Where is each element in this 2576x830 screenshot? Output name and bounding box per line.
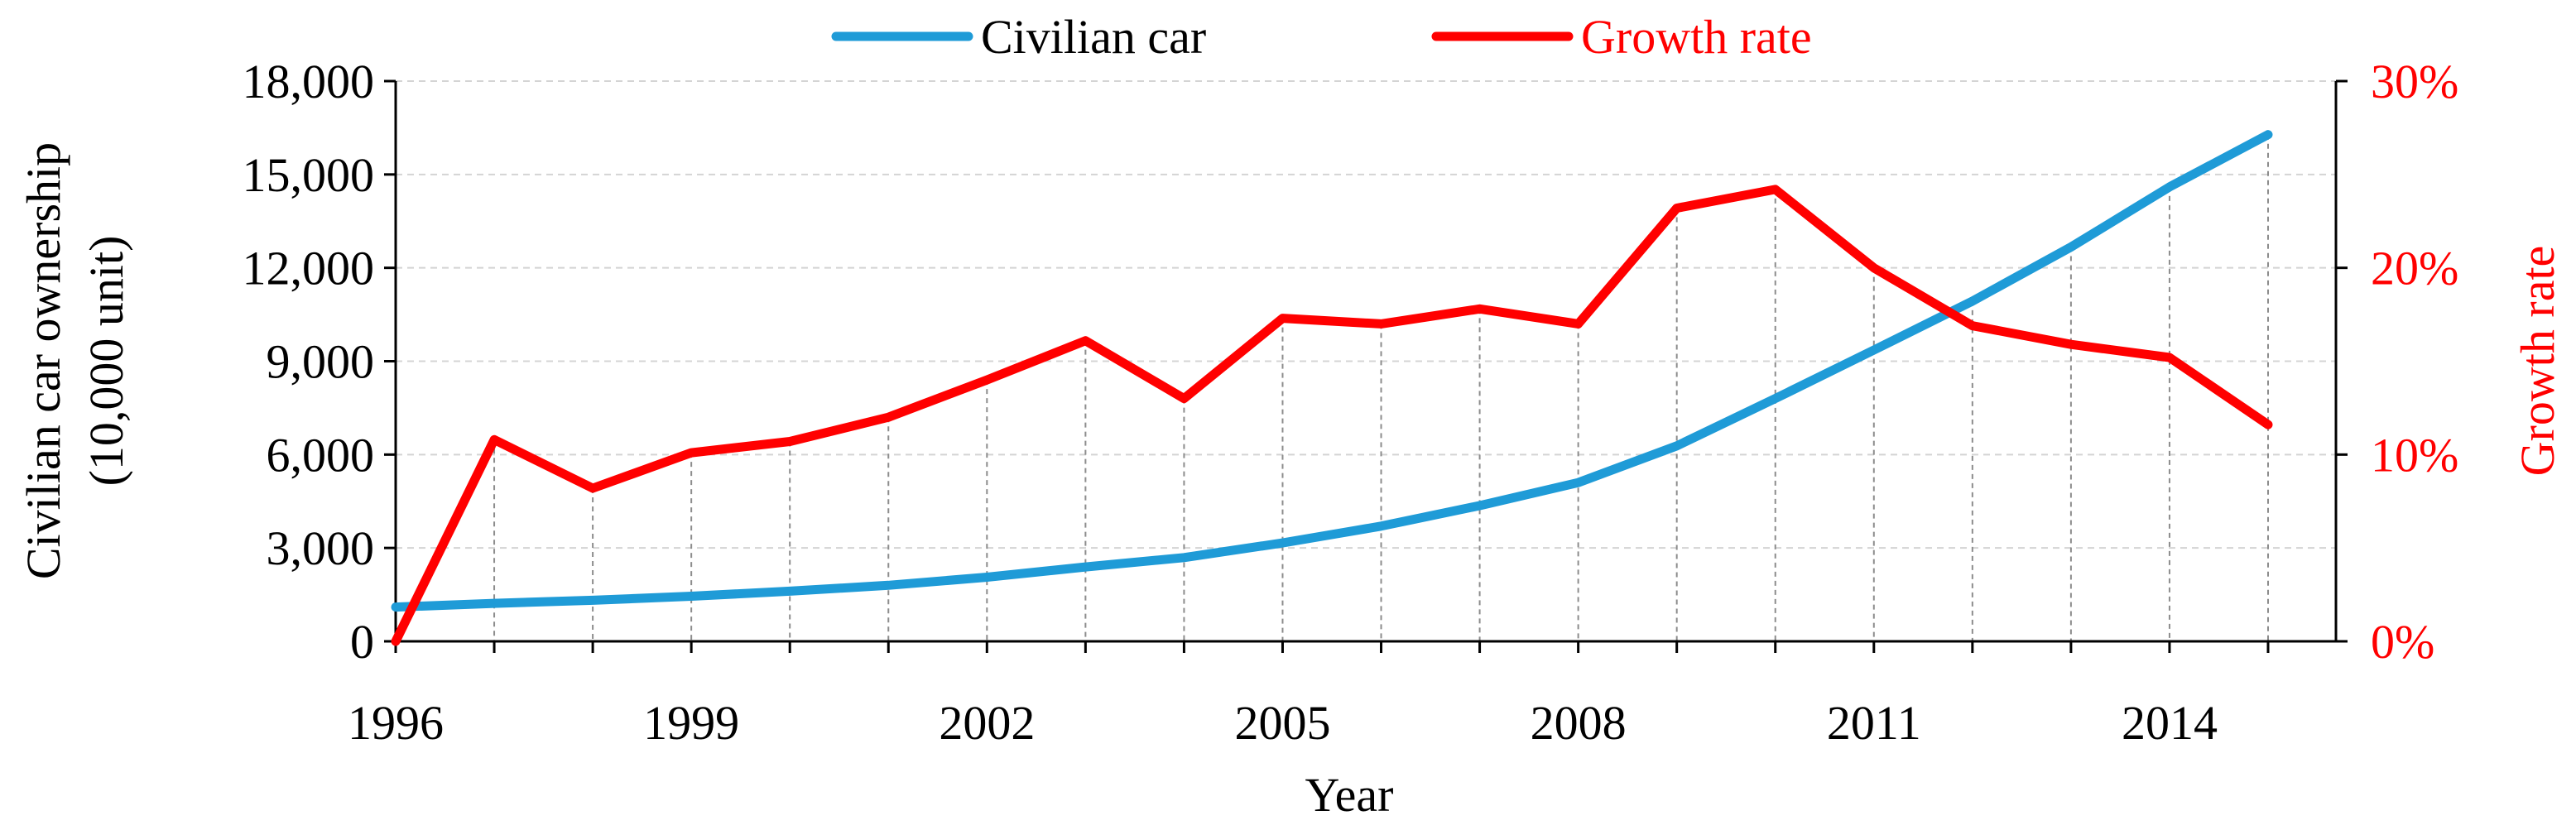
data-point-civilian-car <box>1381 525 1382 527</box>
x-ticks: 1996 1999 2002 2005 2008 2011 2014 <box>348 641 2270 750</box>
legend-label-civilian-car: Civilian car <box>981 10 1206 64</box>
data-point-civilian-car <box>1281 542 1283 544</box>
left-y-tick-label: 0 <box>350 615 374 669</box>
data-point-growth-rate <box>592 487 594 489</box>
data-point-civilian-car <box>1183 557 1185 559</box>
x-tick-label: 2011 <box>1827 696 1921 750</box>
data-point-civilian-car <box>690 595 692 597</box>
legend: Civilian car Growth rate <box>831 10 1812 64</box>
left-y-tick-label: 15,000 <box>243 148 375 202</box>
x-tick-label: 2002 <box>939 696 1035 750</box>
data-point-civilian-car <box>1775 398 1776 400</box>
gridlines <box>396 80 2336 549</box>
right-y-axis-label: Growth rate <box>2511 246 2564 477</box>
right-y-ticks: 0% 10% 20% 30% <box>2336 55 2458 669</box>
drop-lines <box>493 134 2269 641</box>
data-point-civilian-car <box>1972 300 1973 302</box>
series-points <box>395 134 2269 642</box>
x-tick-label: 1996 <box>348 696 444 750</box>
x-tick-label: 2005 <box>1234 696 1330 750</box>
right-y-tick-label: 10% <box>2371 428 2458 482</box>
data-point-civilian-car <box>1084 566 1086 568</box>
series-line-civilian-car <box>391 130 2273 612</box>
left-y-tick-label: 18,000 <box>243 55 375 108</box>
data-point-growth-rate <box>789 441 791 443</box>
left-y-tick-label: 3,000 <box>267 521 375 575</box>
left-y-ticks: 0 3,000 6,000 9,000 12,000 15,000 18,000 <box>243 55 396 669</box>
right-y-tick-label: 30% <box>2371 55 2458 108</box>
right-y-tick-label: 0% <box>2371 615 2434 669</box>
series-line-growth-rate <box>391 185 2273 646</box>
data-point-growth-rate <box>1676 207 1678 209</box>
data-point-civilian-car <box>789 590 791 592</box>
legend-label-growth-rate: Growth rate <box>1581 10 1812 64</box>
data-point-growth-rate <box>887 416 889 418</box>
series-lines <box>391 130 2273 646</box>
data-point-civilian-car <box>1578 482 1579 483</box>
data-point-civilian-car <box>1676 445 1678 447</box>
data-point-growth-rate <box>1972 325 1973 327</box>
data-point-civilian-car <box>592 599 594 601</box>
data-point-growth-rate <box>1775 189 1776 190</box>
data-point-growth-rate <box>1183 398 1185 400</box>
data-point-civilian-car <box>887 584 889 586</box>
data-point-civilian-car <box>986 577 988 578</box>
data-point-civilian-car <box>493 602 495 604</box>
left-y-tick-label: 9,000 <box>267 335 375 389</box>
left-y-axis-label-line2: (10,000 unit) <box>79 236 133 487</box>
data-point-civilian-car <box>2169 186 2170 188</box>
data-point-growth-rate <box>2070 343 2072 345</box>
data-point-civilian-car <box>2267 134 2269 136</box>
x-tick-label: 1999 <box>643 696 739 750</box>
data-point-growth-rate <box>493 439 495 440</box>
data-point-civilian-car <box>1873 349 1875 351</box>
x-axis-label: Year <box>1305 768 1394 822</box>
x-tick-label: 2008 <box>1531 696 1627 750</box>
left-y-tick-label: 12,000 <box>243 242 375 295</box>
data-point-growth-rate <box>1281 318 1283 319</box>
data-point-growth-rate <box>986 379 988 381</box>
x-tick-label: 2014 <box>2122 696 2218 750</box>
data-point-growth-rate <box>1873 267 1875 269</box>
data-point-growth-rate <box>1084 340 1086 342</box>
right-y-tick-label: 20% <box>2371 242 2458 295</box>
left-y-axis-label-line1: Civilian car ownership <box>17 142 70 579</box>
left-y-tick-label: 6,000 <box>267 428 375 482</box>
